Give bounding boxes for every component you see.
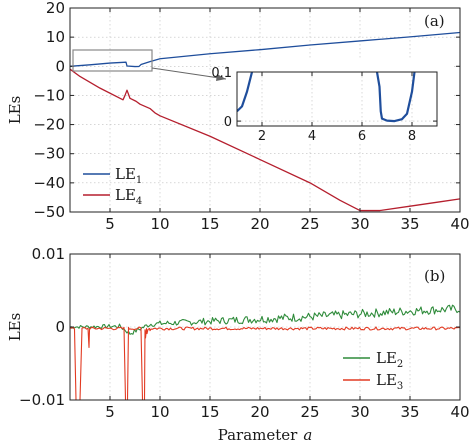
legend-le4-main: LE xyxy=(115,186,136,204)
panel-b-x-tick-label: 35 xyxy=(400,403,419,421)
panel-a-x-tick-label: 35 xyxy=(400,215,419,233)
legend-le3-main: LE xyxy=(376,371,397,389)
inset-y-tick-label: 0.1 xyxy=(211,66,232,81)
legend-le1-sub: 1 xyxy=(136,175,142,186)
inset-le1-line xyxy=(237,72,416,123)
panel-a-x-tick-label: 5 xyxy=(105,215,115,233)
legend-le1-label: LE1 xyxy=(115,165,142,186)
panel-b-x-ticks: 5 10 15 20 25 30 35 40 xyxy=(105,254,470,421)
inset-x-tick-label: 4 xyxy=(308,129,316,144)
legend-le3-label: LE3 xyxy=(376,371,403,392)
panel-b-y-tick-label: 0.01 xyxy=(32,245,65,263)
panel-a-x-tick-label: 10 xyxy=(150,215,169,233)
legend-le3-sub: 3 xyxy=(397,381,403,392)
panel-b-legend: LE2 LE3 xyxy=(343,349,403,392)
panel-b-label: (b) xyxy=(424,267,445,285)
panel-a-y-tick-label: −30 xyxy=(33,145,65,163)
panel-a-y-tick-label: 0 xyxy=(55,57,65,75)
series-le1-line xyxy=(69,31,461,68)
panel-a-y-tick-label: 10 xyxy=(46,28,65,46)
legend-le2-sub: 2 xyxy=(397,359,403,370)
panel-b-y-tick-label: 0 xyxy=(55,318,65,336)
zoom-connector xyxy=(151,67,227,80)
zoom-connector-arrowhead xyxy=(216,74,226,81)
panel-a-y-tick-label: −40 xyxy=(33,174,65,192)
inset-x-ticks: 2 4 6 8 xyxy=(258,72,416,144)
panel-a-y-tick-label: 20 xyxy=(46,0,65,17)
panel-a-label: (a) xyxy=(424,12,445,30)
series-le4-line xyxy=(69,68,461,212)
series-le2-line xyxy=(69,304,461,335)
legend-le2-label: LE2 xyxy=(376,349,403,370)
panel-b: 5 10 15 20 25 30 35 40 −0.01 0 0.01 LEs (b) Param… xyxy=(6,245,470,444)
inset-y-tick-label: 0 xyxy=(224,115,232,130)
legend-le2-main: LE xyxy=(376,349,397,367)
panel-a-x-tick-label: 20 xyxy=(250,215,269,233)
panel-a-x-tick-label: 30 xyxy=(350,215,369,233)
inset-background xyxy=(229,60,454,142)
panel-a-x-ticks: 5 10 15 20 25 30 35 40 xyxy=(105,8,470,233)
legend-le1-main: LE xyxy=(115,165,136,183)
panel-b-x-tick-label: 25 xyxy=(300,403,319,421)
x-axis-label-text: Parameter xyxy=(218,426,298,444)
panel-b-x-tick-label: 30 xyxy=(350,403,369,421)
legend-le4-label: LE4 xyxy=(115,186,142,207)
legend-le4-sub: 4 xyxy=(136,196,142,207)
panel-a-x-tick-label: 15 xyxy=(200,215,219,233)
inset-series-clip xyxy=(237,72,416,123)
panel-b-y-ticks: −0.01 0 0.01 xyxy=(19,245,460,409)
panel-a-legend: LE1 LE4 xyxy=(83,165,142,207)
zoom-box xyxy=(72,49,153,72)
inset-series xyxy=(237,72,416,123)
panel-a-y-label: LEs xyxy=(6,96,24,125)
inset-frame xyxy=(236,71,438,127)
x-axis-label-var: a xyxy=(303,426,312,444)
panel-a-y-tick-label: −20 xyxy=(33,116,65,134)
panel-b-y-label: LEs xyxy=(6,313,24,342)
panel-a-y-tick-label: −50 xyxy=(33,203,65,221)
panel-a-frame xyxy=(69,7,461,213)
panel-a-x-tick-label: 40 xyxy=(450,215,469,233)
panel-b-x-tick-label: 15 xyxy=(200,403,219,421)
inset-y-ticks: 00.1 xyxy=(211,66,437,130)
inset-x-tick-label: 2 xyxy=(258,129,266,144)
panel-b-x-tick-label: 10 xyxy=(150,403,169,421)
series-le3-line xyxy=(69,326,461,401)
panel-a-y-tick-label: −10 xyxy=(33,86,65,104)
inset-x-tick-label: 6 xyxy=(358,129,366,144)
panel-b-x-tick-label: 20 xyxy=(250,403,269,421)
panel-b-series xyxy=(69,304,461,401)
panel-b-x-tick-label: 5 xyxy=(105,403,115,421)
inset-x-tick-label: 8 xyxy=(408,129,416,144)
panel-b-x-tick-label: 40 xyxy=(450,403,469,421)
x-axis-label: Parameter a xyxy=(218,426,313,444)
panel-b-y-tick-label: −0.01 xyxy=(19,391,65,409)
panel-a-series xyxy=(69,31,461,212)
panel-a-x-tick-label: 25 xyxy=(300,215,319,233)
